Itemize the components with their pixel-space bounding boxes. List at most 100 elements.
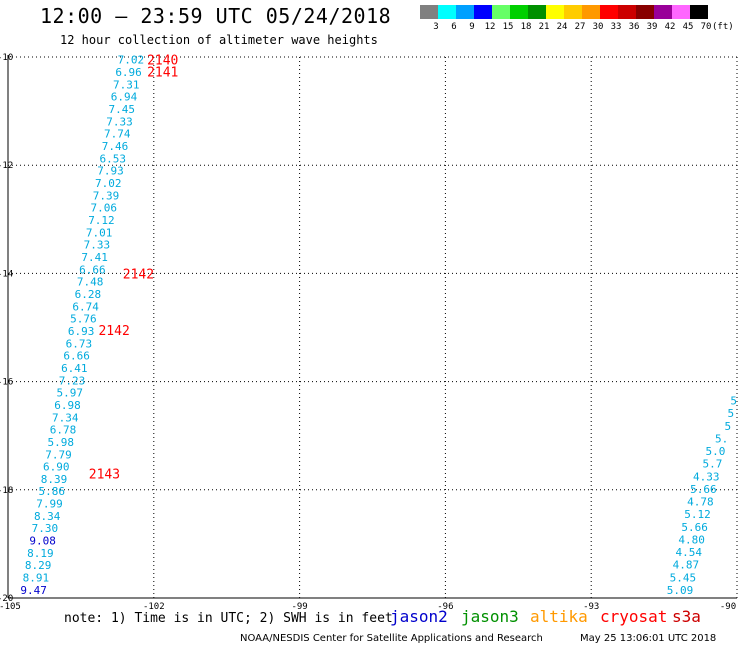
wave-height-label: 7.74 bbox=[104, 128, 131, 141]
y-tick-label: -18 bbox=[0, 486, 13, 496]
wave-height-label: 6.96 bbox=[115, 66, 142, 79]
legend-cryosat: cryosat bbox=[600, 607, 668, 626]
wave-height-label: 6.93 bbox=[68, 325, 95, 338]
y-tick-label: -20 bbox=[0, 594, 13, 604]
chart-subtitle: 12 hour collection of altimeter wave hei… bbox=[60, 33, 378, 47]
wave-height-label: 5.86 bbox=[38, 485, 65, 498]
y-tick-label: -12 bbox=[0, 161, 13, 171]
x-tick-label: -105 bbox=[0, 602, 21, 612]
wave-height-label: 5 bbox=[730, 395, 737, 408]
legend-swatch bbox=[510, 5, 528, 19]
time-label: 2143 bbox=[89, 468, 120, 483]
footer-timestamp: May 25 13:06:01 UTC 2018 bbox=[580, 633, 717, 644]
wave-height-label: 7.33 bbox=[84, 239, 111, 252]
wave-height-label: 4.33 bbox=[693, 470, 720, 483]
legend-swatch bbox=[690, 5, 708, 19]
legend-label: 39 bbox=[646, 22, 658, 32]
legend-label: 18 bbox=[520, 22, 532, 32]
legend-jason2: jason2 bbox=[390, 607, 448, 626]
legend-swatch bbox=[600, 5, 618, 19]
legend-label: 15 bbox=[502, 22, 514, 32]
wave-height-label: 8.29 bbox=[25, 559, 52, 572]
legend-label: 27 bbox=[574, 22, 586, 32]
wave-height-label: 6.66 bbox=[63, 350, 90, 363]
wave-height-label: 4.87 bbox=[673, 559, 700, 572]
legend-label: 9 bbox=[469, 22, 475, 32]
wave-height-label: 7.99 bbox=[36, 498, 63, 511]
legend-label: 30 bbox=[592, 22, 604, 32]
wave-height-label: 5.0 bbox=[705, 445, 725, 458]
legend-label: 36 bbox=[628, 22, 640, 32]
legend-swatch bbox=[492, 5, 510, 19]
wave-height-label: 7.02 bbox=[118, 54, 145, 67]
wave-height-label: 5 bbox=[727, 407, 734, 420]
wave-height-label: 4.78 bbox=[687, 496, 714, 509]
legend-unit: (ft) bbox=[712, 22, 734, 32]
legend-label: 45 bbox=[682, 22, 694, 32]
legend-label: 70 bbox=[700, 22, 712, 32]
y-tick-label: -16 bbox=[0, 378, 13, 388]
y-tick-label: -10 bbox=[0, 53, 13, 63]
wave-height-label: 8.39 bbox=[41, 473, 68, 486]
legend-swatch bbox=[420, 5, 438, 19]
wave-height-label: 5. bbox=[715, 432, 728, 445]
wave-height-label: 6.94 bbox=[111, 91, 138, 104]
wave-height-label: 8.91 bbox=[23, 572, 50, 585]
legend-jason3: jason3 bbox=[461, 607, 519, 626]
wave-height-label: 8.34 bbox=[34, 510, 61, 523]
legend-label: 21 bbox=[538, 22, 550, 32]
legend-swatch bbox=[618, 5, 636, 19]
wave-height-label: 6.98 bbox=[54, 399, 81, 412]
x-tick-label: -99 bbox=[291, 602, 307, 612]
wave-height-label: 7.79 bbox=[45, 448, 72, 461]
wave-height-label: 7.06 bbox=[90, 202, 117, 215]
legend-label: 42 bbox=[664, 22, 676, 32]
legend-label: 6 bbox=[451, 22, 457, 32]
x-tick-label: -96 bbox=[437, 602, 453, 612]
wave-height-label: 4.80 bbox=[678, 533, 705, 546]
wave-height-label: 6.74 bbox=[72, 300, 99, 313]
wave-height-label: 5.66 bbox=[681, 521, 708, 534]
wave-height-label: 9.47 bbox=[20, 584, 47, 597]
x-tick-label: -93 bbox=[583, 602, 599, 612]
wave-height-label: 6.53 bbox=[99, 152, 126, 165]
wave-height-label: 7.48 bbox=[77, 276, 104, 289]
legend-swatch bbox=[672, 5, 690, 19]
wave-height-label: 7.31 bbox=[113, 78, 140, 91]
wave-height-label: 5.98 bbox=[48, 436, 75, 449]
wave-height-label: 7.23 bbox=[59, 374, 86, 387]
time-label: 2141 bbox=[147, 66, 178, 81]
wave-height-label: 7.93 bbox=[97, 165, 124, 178]
wave-height-label: 5.97 bbox=[57, 387, 84, 400]
wave-height-label: 5.7 bbox=[703, 458, 723, 471]
legend-swatch bbox=[564, 5, 582, 19]
x-tick-label: -102 bbox=[143, 602, 165, 612]
time-label: 2142 bbox=[123, 267, 154, 282]
x-tick-label: -90 bbox=[720, 602, 736, 612]
y-tick-label: -14 bbox=[0, 269, 13, 279]
wave-height-label: 5.12 bbox=[684, 508, 711, 521]
legend-swatch bbox=[636, 5, 654, 19]
legend-swatch bbox=[582, 5, 600, 19]
legend-label: 24 bbox=[556, 22, 568, 32]
wave-height-label: 5.09 bbox=[667, 584, 694, 597]
legend-s3a: s3a bbox=[672, 607, 701, 626]
legend-altika: altika bbox=[530, 607, 588, 626]
wave-height-label: 7.01 bbox=[86, 226, 113, 239]
time-label: 2140 bbox=[147, 54, 178, 69]
wave-height-label: 6.66 bbox=[79, 263, 106, 276]
wave-height-label: 7.45 bbox=[109, 103, 136, 116]
wave-height-label: 7.33 bbox=[106, 115, 133, 128]
footer-note: note: 1) Time is in UTC; 2) SWH is in fe… bbox=[64, 611, 393, 626]
time-label: 2142 bbox=[98, 324, 129, 339]
wave-height-label: 5.45 bbox=[670, 571, 697, 584]
wave-height-label: 7.30 bbox=[32, 522, 59, 535]
wave-height-label: 9.08 bbox=[29, 535, 56, 548]
wave-height-label: 4.54 bbox=[676, 546, 703, 559]
legend-swatch bbox=[456, 5, 474, 19]
footer-credit: NOAA/NESDIS Center for Satellite Applica… bbox=[240, 633, 543, 644]
legend-label: 12 bbox=[484, 22, 496, 32]
chart-title: 12:00 — 23:59 UTC 05/24/2018 bbox=[40, 4, 392, 28]
wave-height-label: 8.19 bbox=[27, 547, 54, 560]
